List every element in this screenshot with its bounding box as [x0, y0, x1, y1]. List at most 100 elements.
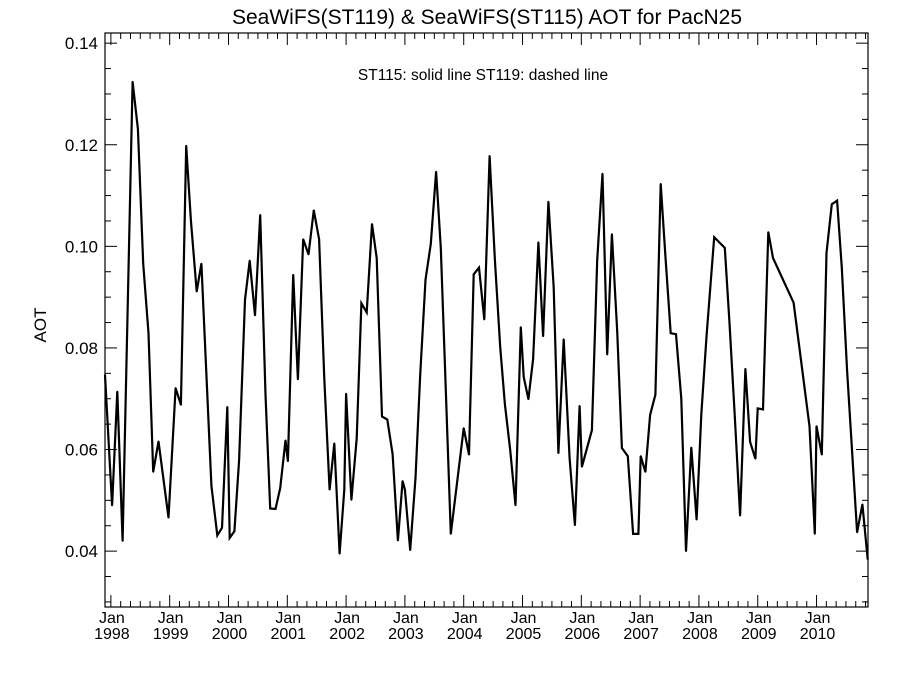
data-point	[626, 455, 629, 458]
data-point	[542, 335, 545, 338]
data-point	[478, 266, 480, 269]
data-point	[435, 170, 437, 173]
x-tick-year-label: 2004	[447, 626, 483, 643]
data-point	[318, 238, 320, 241]
data-point	[228, 537, 231, 539]
data-point	[386, 418, 389, 421]
data-point	[279, 487, 282, 490]
data-point	[723, 246, 726, 249]
x-tick-month-label: Jan	[511, 610, 537, 627]
data-point	[269, 507, 272, 510]
x-tick-year-label: 2005	[506, 626, 542, 643]
data-point	[767, 231, 770, 234]
data-point	[323, 378, 326, 380]
data-point	[762, 408, 764, 411]
x-tick-month-label: Jan	[275, 610, 301, 627]
data-point	[328, 488, 331, 491]
x-tick-month-label: Jan	[687, 610, 713, 627]
data-point	[733, 415, 736, 418]
y-axis-label: AOT	[31, 308, 50, 343]
data-point	[179, 403, 182, 406]
data-point	[121, 540, 124, 542]
data-point	[620, 447, 623, 449]
data-point	[167, 516, 170, 519]
y-tick-label: 0.08	[65, 339, 98, 358]
data-point	[238, 459, 240, 462]
data-point	[296, 378, 299, 381]
data-point	[596, 259, 599, 261]
data-point	[302, 238, 305, 241]
data-point	[591, 429, 593, 432]
data-point	[527, 398, 530, 401]
data-point	[861, 503, 864, 506]
plot-area	[103, 80, 869, 561]
data-point	[705, 334, 708, 337]
data-point	[611, 233, 613, 236]
data-point	[532, 358, 535, 361]
data-point	[846, 369, 849, 372]
data-point	[244, 298, 246, 301]
data-point	[664, 255, 667, 257]
data-point	[690, 446, 693, 449]
plot-frame	[104, 32, 869, 608]
data-point	[221, 526, 223, 529]
data-point	[519, 326, 522, 329]
data-point	[274, 508, 277, 510]
data-point	[216, 534, 219, 537]
data-point	[637, 532, 640, 535]
data-point	[522, 375, 525, 378]
data-point	[195, 290, 198, 293]
data-point	[111, 504, 113, 507]
data-point	[375, 257, 378, 259]
data-point	[830, 203, 833, 206]
data-point	[248, 259, 251, 262]
data-point	[200, 262, 203, 265]
data-point	[578, 404, 581, 407]
data-point	[116, 390, 119, 393]
data-point	[644, 470, 647, 473]
data-point	[739, 514, 741, 517]
data-point	[147, 332, 150, 335]
data-point	[514, 504, 517, 507]
x-tick-month-label: Jan	[393, 610, 419, 627]
data-point	[756, 407, 759, 410]
data-point	[649, 414, 652, 416]
data-point	[449, 532, 452, 535]
y-tick-label: 0.10	[65, 237, 98, 256]
data-point	[700, 413, 703, 416]
data-point	[581, 465, 583, 468]
data-point	[414, 477, 417, 479]
x-tick-year-label: 2000	[212, 626, 248, 643]
data-point	[404, 488, 406, 491]
data-point	[632, 532, 634, 535]
x-tick-month-label: Jan	[452, 610, 478, 627]
data-point	[483, 318, 486, 321]
x-tick-month-label: Jan	[99, 610, 125, 627]
data-point	[749, 441, 751, 443]
x-tick-year-label: 2007	[623, 626, 659, 643]
data-point	[675, 333, 677, 336]
data-point	[499, 346, 502, 348]
data-point	[259, 213, 262, 216]
y-tick-label: 0.12	[65, 136, 98, 155]
x-tick-year-label: 2006	[565, 626, 601, 643]
data-point	[820, 453, 823, 456]
data-point	[185, 144, 188, 147]
x-tick-month-label: Jan	[569, 610, 595, 627]
data-point	[343, 488, 346, 491]
x-tick-year-label: 2002	[329, 626, 365, 643]
data-point	[825, 252, 828, 254]
data-point	[669, 332, 672, 335]
data-point	[360, 302, 363, 305]
series-line-st115	[103, 81, 869, 560]
x-tick-month-label: Jan	[628, 610, 654, 627]
data-point	[639, 455, 642, 458]
x-tick-year-label: 2008	[682, 626, 718, 643]
data-point	[142, 262, 145, 265]
data-point	[157, 440, 160, 443]
data-point	[685, 550, 687, 553]
data-point	[439, 246, 442, 249]
data-point	[264, 393, 267, 396]
data-point	[445, 397, 447, 400]
